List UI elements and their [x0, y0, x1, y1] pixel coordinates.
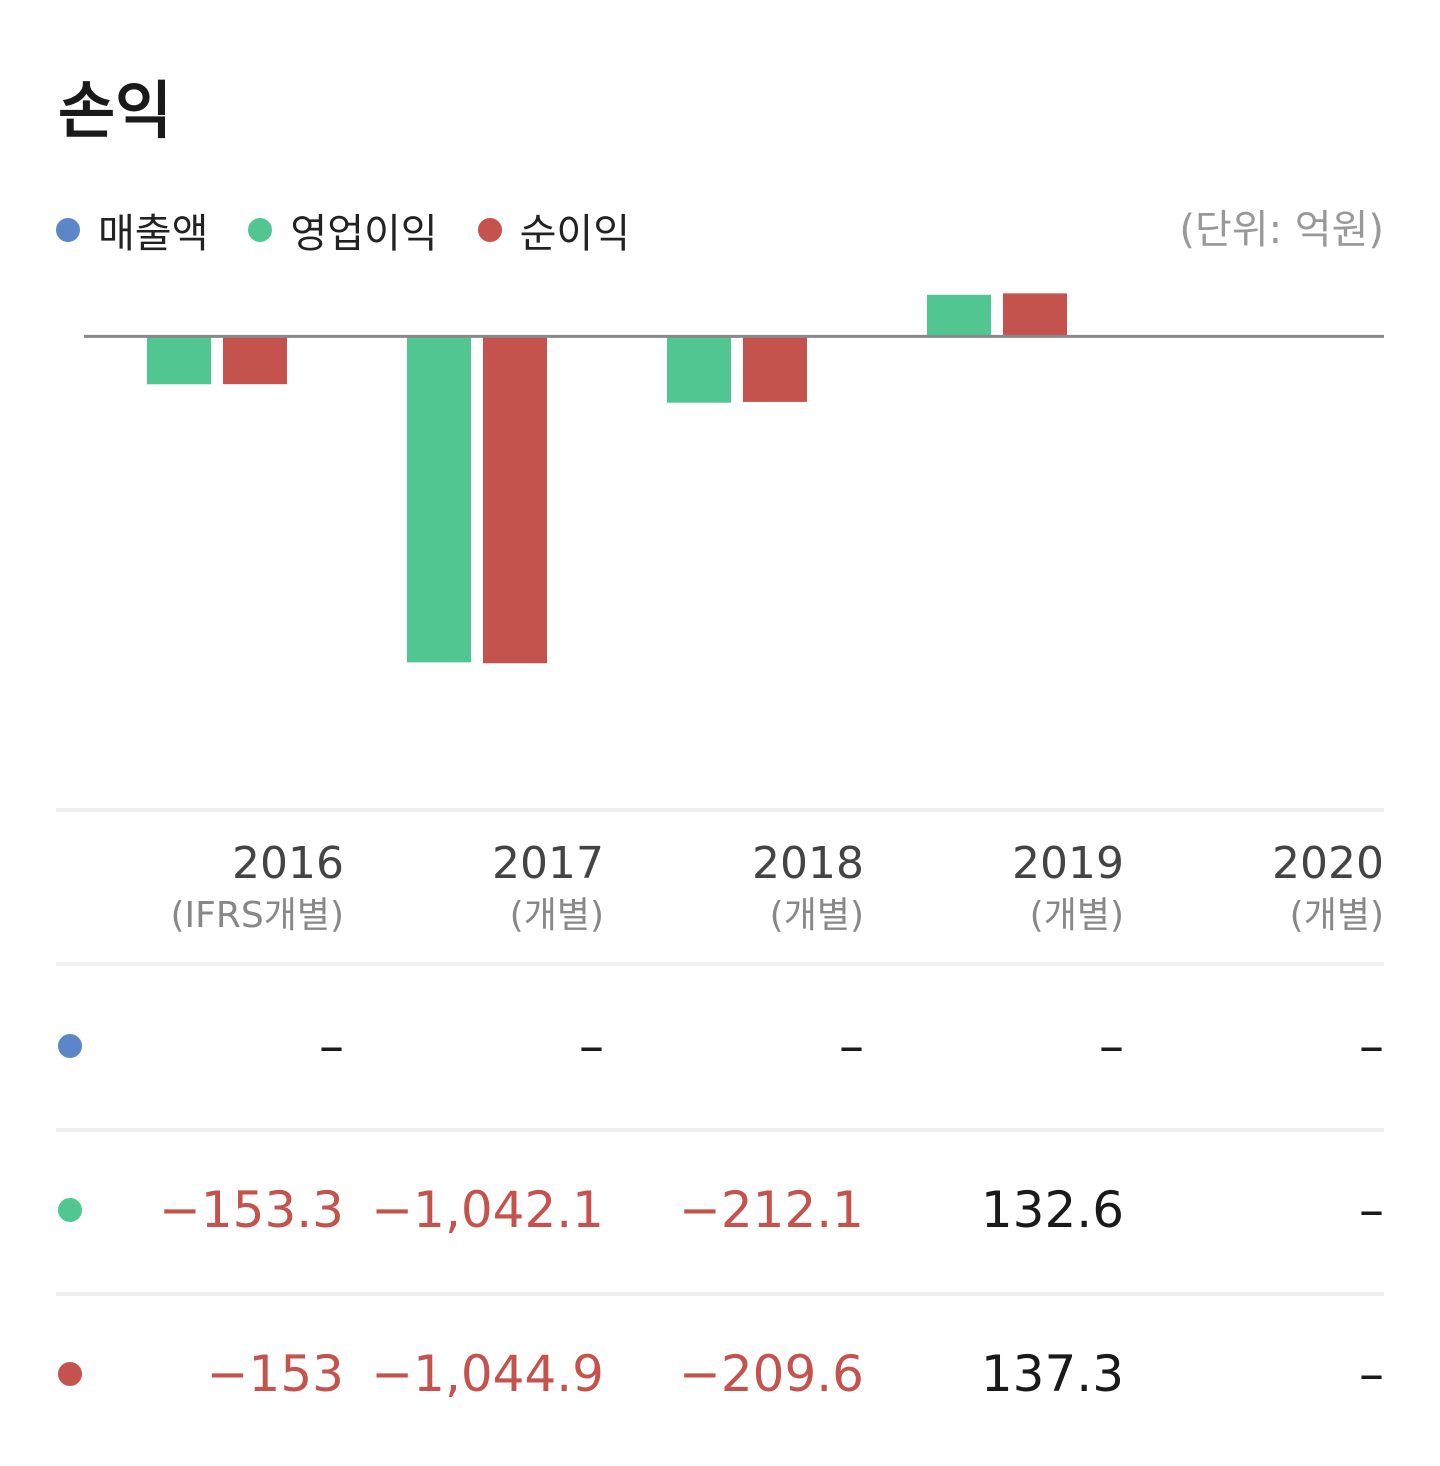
legend-item-revenue[interactable]: 매출액 [56, 201, 208, 259]
table-cell: – [839, 1017, 864, 1075]
year-column-header: 2018 (개별) [644, 836, 864, 940]
table-cell: 137.3 [980, 1345, 1124, 1403]
bar-2016-net-income[interactable] [223, 336, 287, 385]
table-cell: – [1359, 1345, 1384, 1403]
year-label: 2017 [492, 838, 604, 889]
row-marker-dot [58, 1034, 82, 1058]
table-cell: – [319, 1017, 344, 1075]
table-cell: −153 [206, 1345, 344, 1403]
table-divider [56, 808, 1384, 812]
year-label: 2018 [752, 838, 864, 889]
row-marker-dot [58, 1362, 82, 1386]
bar-2018-operating-income[interactable] [667, 336, 731, 403]
table-cell: −212.1 [678, 1181, 864, 1239]
table-cell: −209.6 [678, 1345, 864, 1403]
page-title: 손익 [58, 74, 173, 147]
year-column-header: 2016 (IFRS개별) [124, 836, 344, 940]
report-type-label: (개별) [509, 895, 604, 936]
legend-label-operating-income: 영업이익 [290, 211, 438, 257]
legend-label-revenue: 매출액 [98, 211, 209, 257]
legend-dot-revenue [56, 218, 80, 242]
chart-legend: 매출액 영업이익 순이익 [56, 200, 670, 260]
table-cell: 132.6 [980, 1181, 1124, 1239]
year-column-header: 2019 (개별) [904, 836, 1124, 940]
unit-label: (단위: 억원) [1179, 207, 1384, 253]
report-type-label: (개별) [1029, 895, 1124, 936]
bar-chart [84, 293, 1384, 664]
bar-2018-net-income[interactable] [743, 336, 807, 402]
report-type-label: (IFRS개별) [170, 895, 344, 936]
table-divider [56, 1292, 1384, 1296]
year-label: 2019 [1012, 838, 1124, 889]
legend-dot-net-income [477, 218, 502, 242]
report-type-label: (개별) [769, 895, 864, 936]
table-cell: −1,044.9 [371, 1345, 604, 1403]
year-column-header: 2020 (개별) [1164, 836, 1384, 940]
report-type-label: (개별) [1289, 895, 1384, 936]
year-label: 2016 [232, 838, 344, 889]
bar-2019-net-income[interactable] [1003, 293, 1067, 337]
legend-item-net-income[interactable]: 순이익 [477, 201, 631, 259]
table-cell: – [1099, 1017, 1124, 1075]
year-column-header: 2017 (개별) [384, 836, 604, 940]
bar-2017-net-income[interactable] [483, 336, 547, 664]
row-marker-dot [58, 1198, 82, 1222]
table-divider [56, 1128, 1384, 1132]
legend-item-operating-income[interactable]: 영업이익 [248, 201, 438, 259]
table-cell: – [1359, 1181, 1384, 1239]
table-cell: −1,042.1 [371, 1181, 604, 1239]
legend-dot-operating-income [248, 218, 273, 242]
table-cell: – [579, 1017, 604, 1075]
bar-2019-operating-income[interactable] [927, 294, 991, 337]
table-divider [56, 962, 1384, 966]
bar-2017-operating-income[interactable] [407, 336, 471, 663]
table-cell: – [1359, 1017, 1384, 1075]
legend-label-net-income: 순이익 [519, 211, 631, 257]
table-cell: −153.3 [158, 1181, 344, 1239]
bar-2016-operating-income[interactable] [147, 336, 211, 385]
year-label: 2020 [1272, 838, 1384, 889]
